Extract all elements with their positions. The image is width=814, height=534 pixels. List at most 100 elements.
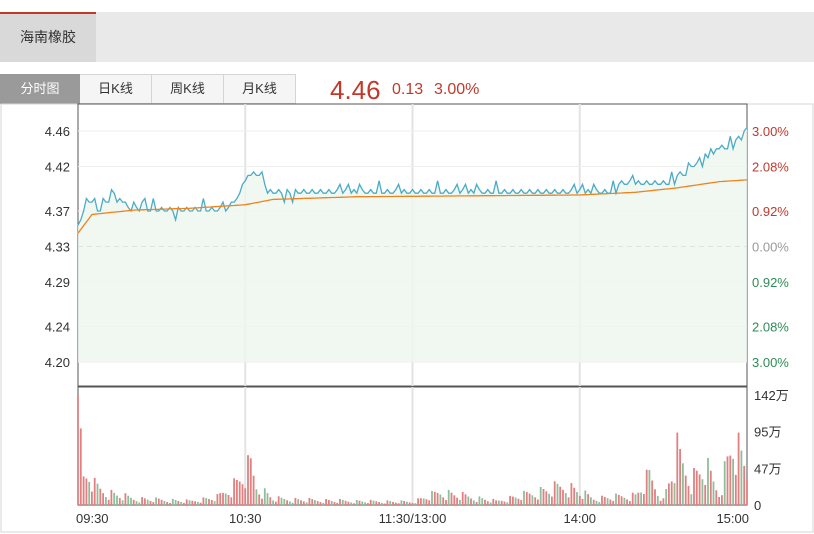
volume-bar (93, 477, 96, 505)
volume-bar (197, 501, 199, 505)
volume-bar (249, 458, 252, 505)
volume-bar (472, 500, 475, 505)
volume-bar (590, 497, 592, 505)
volume-bar (679, 449, 681, 505)
volume-bar (523, 490, 525, 505)
volume-bar (422, 498, 425, 505)
volume-bar (183, 502, 185, 505)
volume-bar (433, 491, 436, 505)
volume-bar (144, 498, 146, 505)
volume-bar (316, 501, 319, 505)
volume-bar (718, 497, 720, 505)
volume-bar (375, 501, 378, 505)
volume-bar (531, 495, 534, 505)
volume-bar (79, 428, 82, 505)
volume-bar (286, 500, 288, 505)
volume-bar (380, 502, 383, 505)
volume-bar (367, 503, 369, 505)
volume-bar (277, 496, 280, 505)
tab-intraday[interactable]: 分时图 (0, 74, 80, 104)
volume-bar (428, 500, 431, 505)
top-bar: 海南橡胶 (0, 12, 814, 62)
volume-bar (723, 461, 726, 505)
volume-bar (372, 500, 375, 505)
volume-bar (219, 493, 222, 505)
stock-name-tab[interactable]: 海南橡胶 (0, 12, 96, 62)
volume-bar (77, 395, 79, 505)
volume-bar (314, 500, 316, 505)
volume-bar (383, 503, 386, 505)
volume-bar (601, 495, 603, 505)
time-label: 11:30/13:00 (379, 511, 447, 526)
volume-bar (244, 488, 247, 505)
volume-bar (654, 489, 656, 505)
volume-bar (684, 475, 687, 505)
volume-bar (506, 502, 509, 505)
volume-bar (629, 501, 631, 505)
volume-bar (656, 495, 659, 505)
volume-bar (564, 493, 567, 505)
volume-bar (715, 490, 718, 505)
volume-bar (85, 478, 88, 505)
volume-bar (436, 492, 439, 505)
volume-bar (280, 497, 283, 505)
volume-bar (113, 492, 116, 505)
percent-tick-label: 0.00% (752, 240, 789, 255)
volume-bar (698, 474, 701, 505)
tab-weekly-k[interactable]: 周K线 (152, 74, 224, 104)
volume-bar (746, 478, 748, 505)
volume-bar (578, 495, 581, 505)
average-line (77, 179, 748, 234)
volume-bar (364, 502, 366, 505)
volume-bar (157, 498, 160, 505)
volume-bar (102, 493, 104, 505)
volume-bar (687, 485, 690, 505)
volume-tick-label: 47万 (754, 462, 781, 477)
volume-bar (82, 476, 85, 505)
volume-bar (637, 492, 640, 505)
volume-bar (328, 500, 330, 505)
volume-bar (509, 495, 511, 505)
price-area-fill (78, 127, 747, 363)
volume-bar (266, 493, 269, 505)
volume-bar (548, 493, 550, 505)
percent-tick-label: 3.00% (752, 124, 789, 139)
volume-area (77, 395, 748, 505)
volume-bar (199, 502, 202, 505)
volume-bar (319, 502, 322, 505)
volume-bar (118, 498, 121, 505)
volume-bar (514, 497, 517, 505)
volume-bar (464, 494, 467, 505)
period-tabs: 分时图 日K线 周K线 月K线 (0, 74, 296, 104)
volume-bar (534, 497, 537, 505)
volume-bar (651, 480, 654, 505)
volume-bar (146, 499, 149, 505)
volume-bar (177, 501, 180, 505)
tab-monthly-k[interactable]: 月K线 (224, 74, 296, 104)
volume-bar (525, 492, 528, 505)
volume-bar (96, 483, 99, 505)
price-tick-label: 4.24 (45, 319, 70, 334)
volume-bar (252, 475, 255, 505)
volume-bar (263, 488, 266, 505)
volume-bar (737, 432, 740, 505)
volume-bar (355, 500, 358, 505)
volume-bar (729, 455, 732, 505)
volume-bar (478, 496, 481, 505)
volume-bar (551, 496, 553, 505)
volume-bar (130, 497, 132, 505)
volume-bar (163, 500, 166, 505)
volume-bar (417, 498, 419, 505)
percent-tick-label: 2.08% (752, 319, 789, 334)
volume-bar (734, 474, 737, 505)
volume-bar (537, 499, 539, 505)
volume-bar (389, 501, 392, 505)
price-change: 0.13 (392, 81, 424, 98)
tab-daily-k[interactable]: 日K线 (80, 74, 152, 104)
price-tick-label: 4.46 (45, 124, 70, 139)
volume-bar (88, 481, 91, 505)
volume-bar (486, 501, 489, 505)
volume-bar (695, 470, 698, 505)
volume-bar (160, 499, 163, 505)
volume-bar (743, 465, 746, 505)
